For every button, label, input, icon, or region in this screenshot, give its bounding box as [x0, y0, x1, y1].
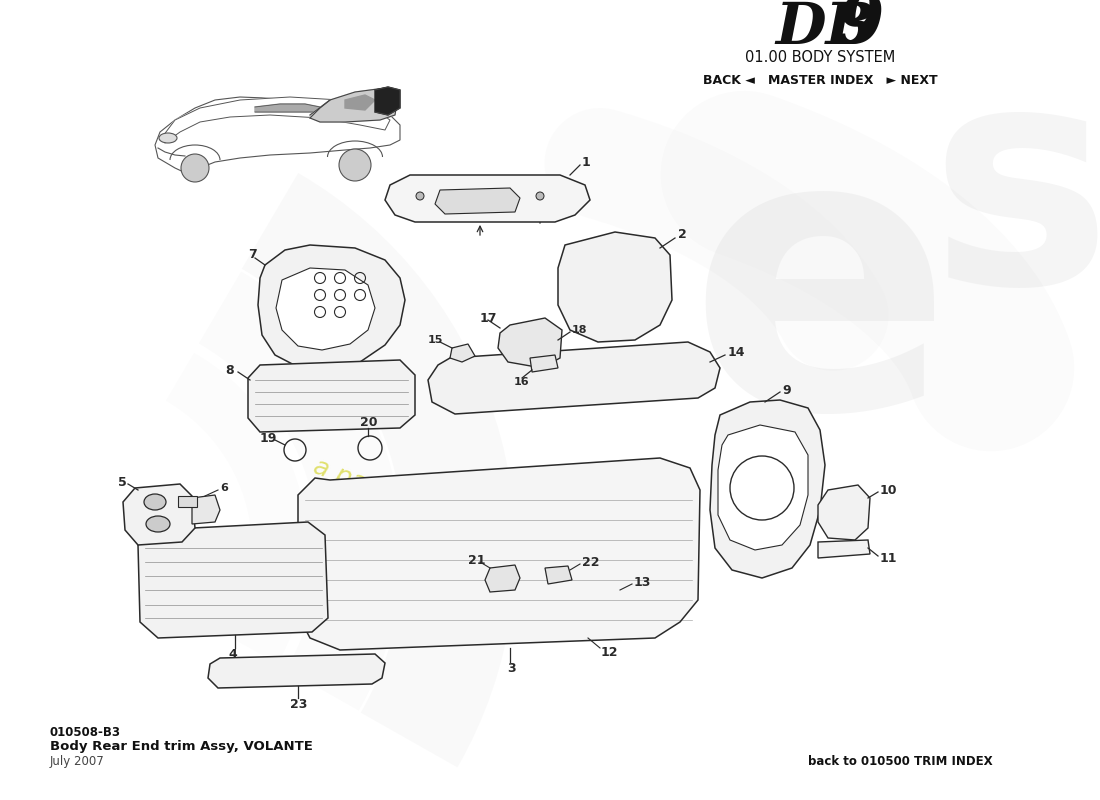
Text: 1: 1	[582, 155, 591, 169]
Text: 3: 3	[507, 662, 516, 674]
Polygon shape	[485, 565, 520, 592]
Text: 010508-B3: 010508-B3	[50, 726, 121, 739]
Ellipse shape	[160, 133, 177, 143]
Text: 22: 22	[582, 555, 600, 569]
Text: 9: 9	[837, 0, 883, 58]
Circle shape	[182, 154, 209, 182]
Text: 16: 16	[514, 377, 529, 387]
Polygon shape	[208, 654, 385, 688]
Polygon shape	[428, 342, 720, 414]
Polygon shape	[258, 245, 405, 370]
Polygon shape	[298, 458, 700, 650]
Circle shape	[536, 192, 544, 200]
Text: 10: 10	[880, 483, 898, 497]
Text: 11: 11	[880, 551, 898, 565]
Circle shape	[416, 192, 424, 200]
Polygon shape	[385, 175, 590, 222]
Polygon shape	[138, 522, 328, 638]
Polygon shape	[544, 566, 572, 584]
Polygon shape	[192, 495, 220, 524]
Circle shape	[339, 149, 371, 181]
Text: 6: 6	[220, 483, 228, 493]
Polygon shape	[375, 87, 400, 115]
Polygon shape	[530, 355, 558, 372]
Polygon shape	[160, 97, 390, 143]
Polygon shape	[498, 318, 562, 368]
Text: s: s	[930, 51, 1100, 349]
Text: 23: 23	[290, 698, 307, 710]
Text: DB: DB	[776, 0, 875, 56]
Text: 13: 13	[634, 575, 651, 589]
Polygon shape	[818, 485, 870, 540]
Text: 2: 2	[678, 229, 686, 242]
Text: 15: 15	[428, 335, 443, 345]
Text: 7: 7	[248, 249, 256, 262]
Text: 17: 17	[480, 311, 497, 325]
Text: 8: 8	[226, 363, 233, 377]
Polygon shape	[345, 95, 375, 110]
Text: 01.00 BODY SYSTEM: 01.00 BODY SYSTEM	[745, 50, 895, 66]
Text: 18: 18	[572, 325, 587, 335]
Text: 5: 5	[118, 475, 127, 489]
Text: 14: 14	[728, 346, 746, 358]
Text: 21: 21	[468, 554, 485, 566]
Text: e: e	[689, 111, 952, 489]
Polygon shape	[276, 268, 375, 350]
Polygon shape	[450, 344, 475, 362]
Polygon shape	[718, 425, 808, 550]
Ellipse shape	[144, 494, 166, 510]
Text: 19: 19	[260, 431, 277, 445]
Text: 4: 4	[228, 647, 236, 661]
Polygon shape	[123, 484, 195, 545]
Text: 9: 9	[782, 383, 791, 397]
Text: July 2007: July 2007	[50, 755, 104, 768]
Polygon shape	[434, 188, 520, 214]
Text: BACK ◄   MASTER INDEX   ► NEXT: BACK ◄ MASTER INDEX ► NEXT	[703, 74, 937, 86]
Polygon shape	[310, 88, 398, 122]
Polygon shape	[255, 104, 320, 112]
FancyBboxPatch shape	[177, 495, 197, 506]
Text: a passion for parts since 1985: a passion for parts since 1985	[310, 454, 673, 606]
Text: 12: 12	[601, 646, 618, 658]
Polygon shape	[818, 540, 870, 558]
Text: Body Rear End trim Assy, VOLANTE: Body Rear End trim Assy, VOLANTE	[50, 740, 312, 753]
Text: 20: 20	[360, 415, 377, 429]
Text: back to 010500 TRIM INDEX: back to 010500 TRIM INDEX	[807, 755, 992, 768]
Polygon shape	[558, 232, 672, 342]
Polygon shape	[248, 360, 415, 432]
Polygon shape	[710, 400, 825, 578]
Ellipse shape	[146, 516, 170, 532]
